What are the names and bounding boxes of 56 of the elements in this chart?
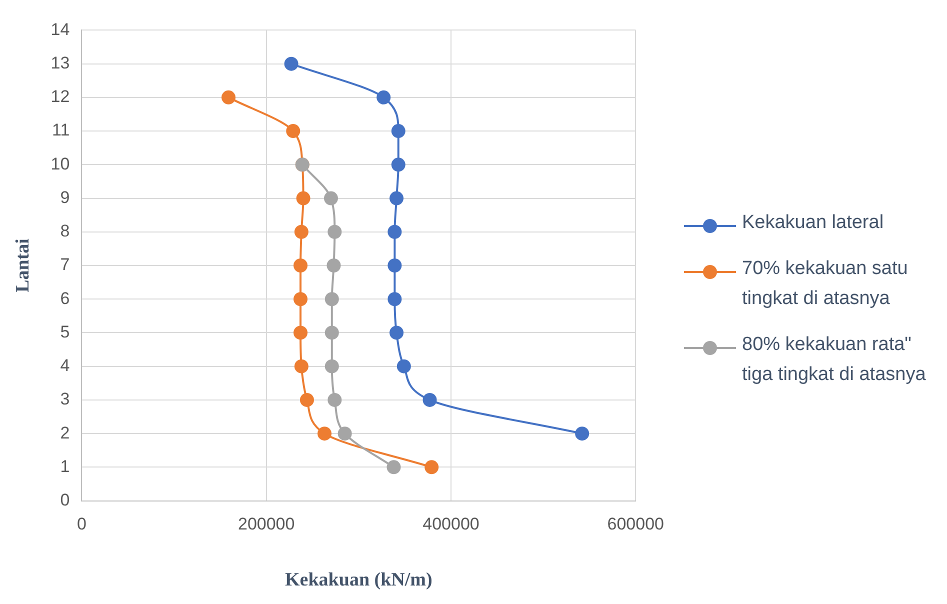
y-tick-label: 1 <box>60 456 70 476</box>
point <box>294 292 308 306</box>
point <box>396 359 411 374</box>
point <box>318 426 332 441</box>
y-tick-label: 4 <box>60 356 70 376</box>
point <box>388 292 402 306</box>
point <box>390 191 404 206</box>
point <box>390 326 404 340</box>
point <box>294 224 308 239</box>
point <box>328 392 342 407</box>
point <box>391 158 406 172</box>
point <box>391 124 406 138</box>
point <box>422 392 437 407</box>
legend-label: 70% kekakuan satu tingkat di atasnya <box>742 257 909 311</box>
y-tick-label: 6 <box>60 288 70 308</box>
y-tick-label: 3 <box>60 390 70 409</box>
point <box>300 392 314 407</box>
point <box>338 426 352 441</box>
point <box>324 191 338 206</box>
y-tick-label: 5 <box>60 322 70 342</box>
point <box>326 258 341 272</box>
y-tick-label: 9 <box>60 188 70 207</box>
y-tick-label: 12 <box>50 87 70 106</box>
point <box>324 359 339 374</box>
x-axis-title: Kekakuan (kN/m) <box>285 570 432 591</box>
point <box>386 460 401 474</box>
y-tick-label: 8 <box>60 222 70 241</box>
point <box>324 292 339 306</box>
x-tick-label: 0 <box>76 514 86 534</box>
point <box>424 460 439 474</box>
y-tick-label: 2 <box>60 423 70 442</box>
point <box>328 224 342 239</box>
x-tick-label: 600000 <box>607 514 664 534</box>
y-tick-label: 14 <box>50 20 70 39</box>
x-tick-label: 200000 <box>238 514 295 534</box>
point <box>222 90 236 104</box>
y-tick-label: 11 <box>52 120 70 140</box>
y-tick-label: 0 <box>60 490 70 510</box>
point <box>286 124 300 138</box>
point <box>294 326 308 340</box>
y-tick-label: 13 <box>50 54 70 72</box>
point <box>388 258 402 272</box>
point <box>388 224 402 239</box>
point <box>284 56 298 71</box>
point <box>376 90 391 104</box>
legend-label: Kekakuan lateral <box>742 211 884 235</box>
y-tick-label: 10 <box>50 154 70 174</box>
point <box>575 426 590 441</box>
y-axis-title: Lantai <box>12 238 34 292</box>
point <box>324 326 339 340</box>
point <box>294 359 308 374</box>
point <box>296 191 310 206</box>
point <box>294 258 308 272</box>
x-tick-label: 400000 <box>422 514 480 534</box>
y-tick-label: 7 <box>60 255 70 274</box>
legend-label: 80% kekakuan rata" tiga tingkat di atasnya <box>742 333 927 387</box>
